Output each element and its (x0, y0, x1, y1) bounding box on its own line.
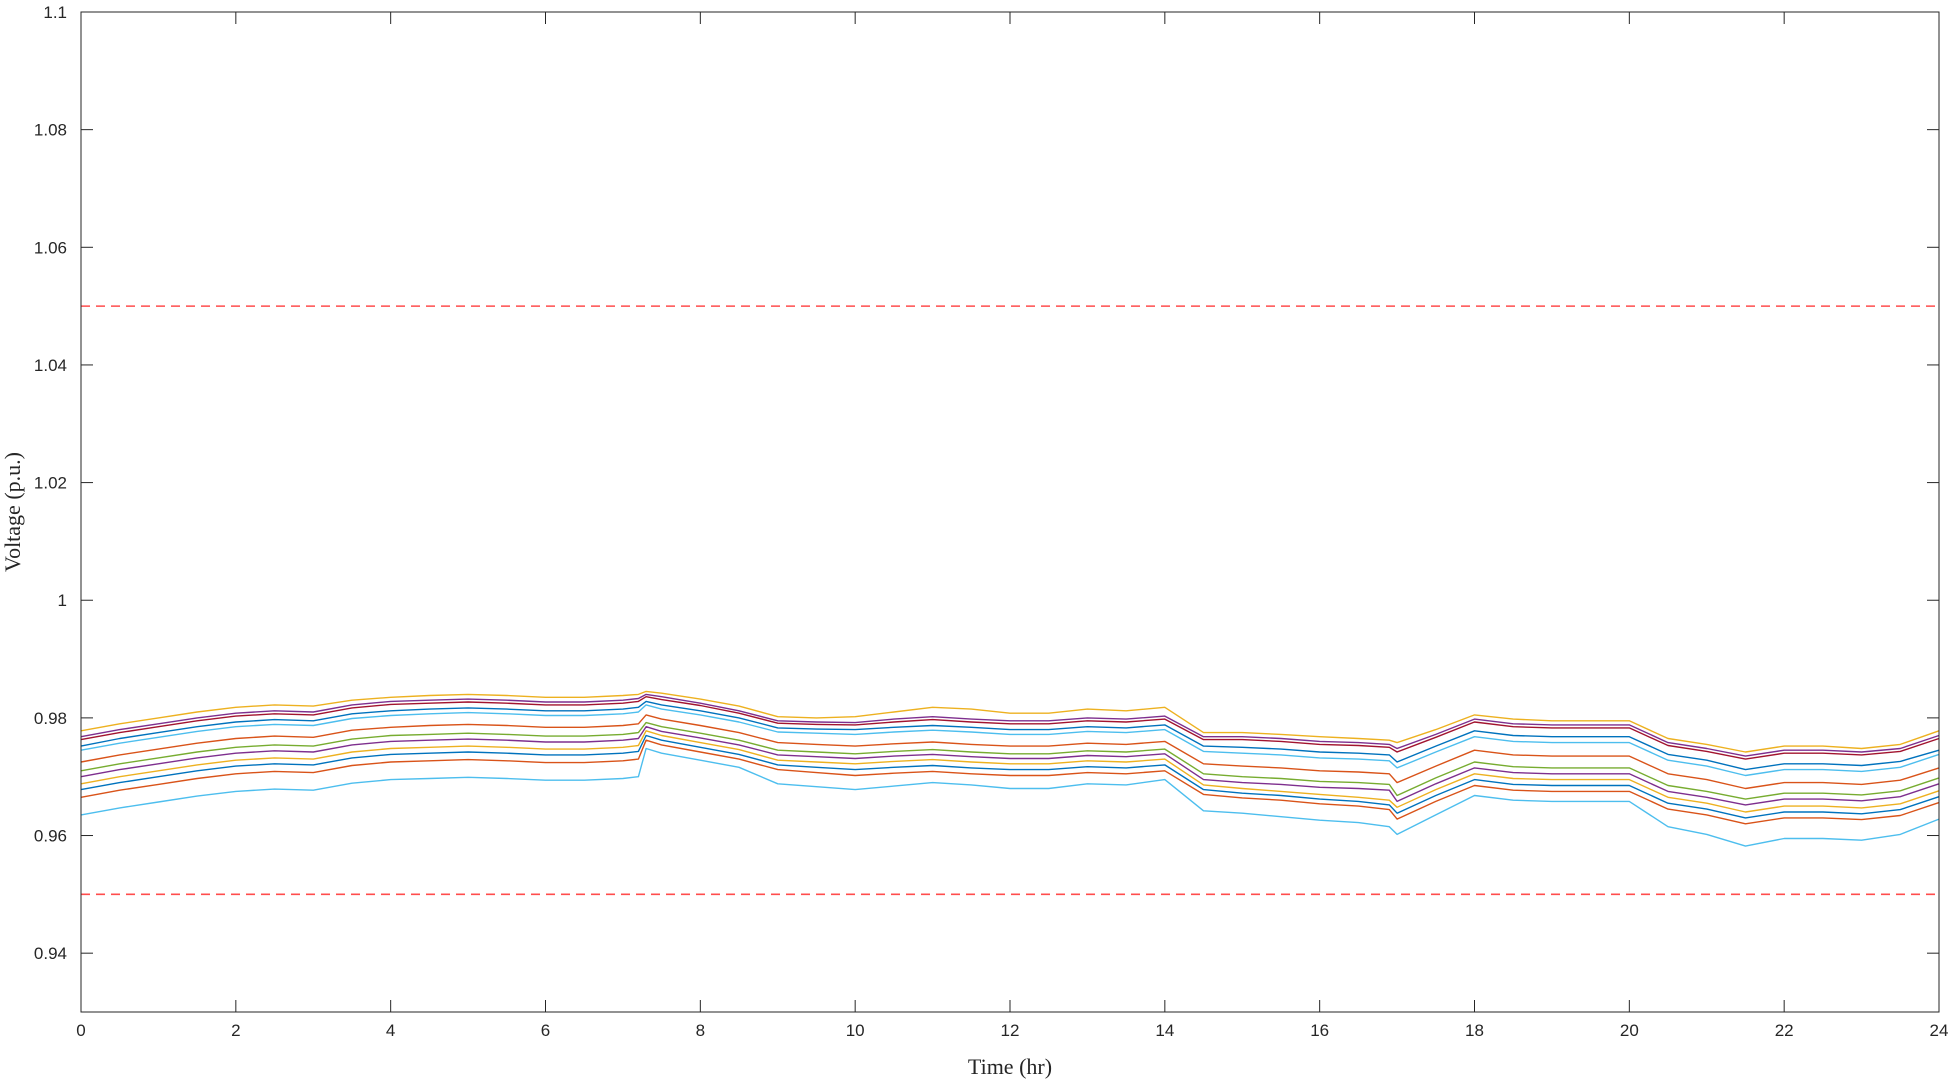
series-line-1 (80, 690, 1940, 753)
y-tick-label: 1.04 (34, 356, 67, 375)
y-axis: 0.94 0.96 0.98 1 1.02 1.04 1.06 1.08 1.1 (34, 3, 1939, 963)
series-line-8 (80, 726, 1940, 806)
x-tick-label: 2 (231, 1021, 240, 1040)
series-line-12 (80, 747, 1940, 847)
y-tick-label: 1.08 (34, 121, 67, 140)
x-tick-label: 22 (1775, 1021, 1794, 1040)
series-line-9 (80, 730, 1940, 813)
x-tick-label: 6 (541, 1021, 550, 1040)
series-line-10 (80, 734, 1940, 819)
y-tick-label: 0.96 (34, 827, 67, 846)
y-tick-label: 1.06 (34, 238, 67, 257)
x-tick-label: 14 (1155, 1021, 1174, 1040)
x-tick-label: 0 (76, 1021, 85, 1040)
series-line-5 (80, 704, 1940, 777)
series-line-2 (80, 693, 1940, 757)
series-line-6 (80, 714, 1940, 790)
x-tick-label: 24 (1930, 1021, 1949, 1040)
y-tick-label: 0.98 (34, 709, 67, 728)
limit-lines (81, 305, 1939, 896)
x-axis: 0 2 4 6 8 10 12 14 16 18 20 22 24 (76, 12, 1948, 1040)
x-tick-label: 8 (696, 1021, 705, 1040)
series-line-4 (80, 700, 1940, 771)
x-tick-label: 4 (386, 1021, 395, 1040)
series-line-7 (80, 721, 1940, 800)
series-group (80, 690, 1940, 847)
y-axis-title: Voltage (p.u.) (0, 452, 25, 572)
x-tick-label: 16 (1310, 1021, 1329, 1040)
x-tick-label: 20 (1620, 1021, 1639, 1040)
x-tick-label: 18 (1465, 1021, 1484, 1040)
y-tick-label: 1 (58, 591, 67, 610)
x-tick-label: 10 (846, 1021, 865, 1040)
y-tick-label: 1.1 (43, 3, 67, 22)
y-tick-label: 1.02 (34, 474, 67, 493)
series-line-11 (80, 739, 1940, 825)
x-axis-title: Time (hr) (968, 1054, 1052, 1079)
series-line-3 (80, 696, 1940, 760)
x-tick-label: 12 (1001, 1021, 1020, 1040)
y-tick-label: 0.94 (34, 944, 67, 963)
